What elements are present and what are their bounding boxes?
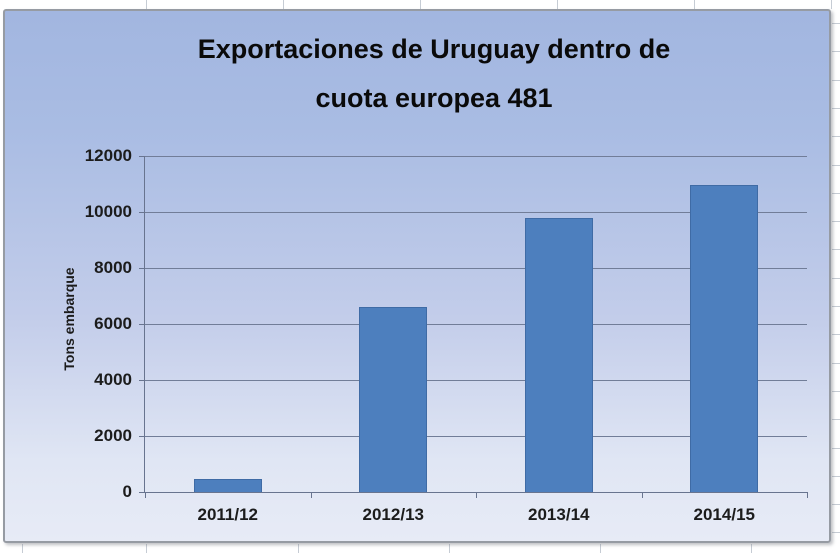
spreadsheet-cell-border [146,544,147,553]
bar-2014-15[interactable] [690,185,759,492]
spreadsheet-cell-border [832,419,840,420]
x-axis-tick [310,492,312,498]
y-axis-tick-label: 0 [122,482,132,501]
bar-2013-14[interactable] [524,217,593,492]
spreadsheet-cell-border [557,0,558,9]
bar-2011-12[interactable] [193,479,262,492]
spreadsheet-cell-border [694,0,695,9]
y-axis-tick [139,212,145,213]
gridline-4000 [145,380,807,381]
y-axis-tick-label: 6000 [94,314,132,333]
spreadsheet-cell-border [298,544,299,553]
bar-2012-13[interactable] [359,307,428,492]
spreadsheet-cell-border [283,0,284,9]
chart-title-line1: Exportaciones de Uruguay dentro de [197,34,671,64]
spreadsheet-cell-border [832,391,840,392]
spreadsheet-cell-border [832,80,840,81]
y-axis-tick-label: 8000 [94,258,132,277]
spreadsheet-cell-border [600,544,601,553]
y-axis-tick-label: 12000 [84,146,132,165]
gridline-2000 [145,436,807,437]
spreadsheet-cell-border [22,544,23,553]
x-axis-label-2011-12: 2011/12 [197,505,259,524]
x-axis-tick [476,492,477,498]
spreadsheet-cell-border [449,544,450,553]
spreadsheet-cell-border [832,363,840,364]
x-axis-tick [641,492,643,498]
gridline-12000 [145,156,807,157]
spreadsheet-cell-border [832,476,840,477]
spreadsheet-cell-border [832,448,840,449]
spreadsheet-cell-border [751,544,752,553]
gridline-10000 [145,212,807,213]
spreadsheet-cell-border [832,136,840,137]
y-axis-tick [139,268,145,269]
x-axis-label-2013-14: 2013/14 [528,505,590,524]
y-axis-tick [139,436,145,437]
x-axis-label-2014-15: 2014/15 [693,505,755,524]
spreadsheet-cell-border [146,0,147,9]
chart-title-line2: cuota europea 481 [315,83,553,113]
y-axis-tick [139,380,145,381]
spreadsheet-cell-border [832,504,840,505]
y-axis-tick-label: 10000 [84,202,132,221]
spreadsheet-cell-border [832,165,840,166]
spreadsheet-cell-border [420,0,421,9]
y-axis-tick-label: 2000 [94,426,132,445]
x-axis-label-2012-13: 2012/13 [362,505,424,524]
spreadsheet-cell-border [832,306,840,307]
spreadsheet-cell-border [831,0,832,9]
y-axis-title: Tons embarque [61,267,77,371]
chart-object[interactable]: Exportaciones de Uruguay dentro de cuota… [3,9,831,543]
y-axis-tick [139,156,145,157]
spreadsheet-cell-border [832,278,840,279]
x-axis-tick [807,492,808,498]
plot-area[interactable]: 0 2000 4000 6000 8000 10000 12000 2011/12 2012/1… [85,146,808,524]
spreadsheet-cell-border [832,221,840,222]
y-axis-tick [139,492,145,493]
spreadsheet-cell-border [832,532,840,533]
y-axis-tick [139,324,145,325]
spreadsheet-cell-border [832,334,840,335]
chart-title: Exportaciones de Uruguay dentro de cuota… [5,25,829,123]
spreadsheet-cell-border [832,249,840,250]
spreadsheet-cell-border [832,108,840,109]
spreadsheet-cell-border [832,193,840,194]
gridline-8000 [145,268,807,269]
gridline-6000 [145,324,807,325]
spreadsheet-cell-border [832,23,840,24]
x-axis-tick [145,492,146,498]
spreadsheet-cell-border [832,51,840,52]
y-axis-tick-label: 4000 [94,370,132,389]
